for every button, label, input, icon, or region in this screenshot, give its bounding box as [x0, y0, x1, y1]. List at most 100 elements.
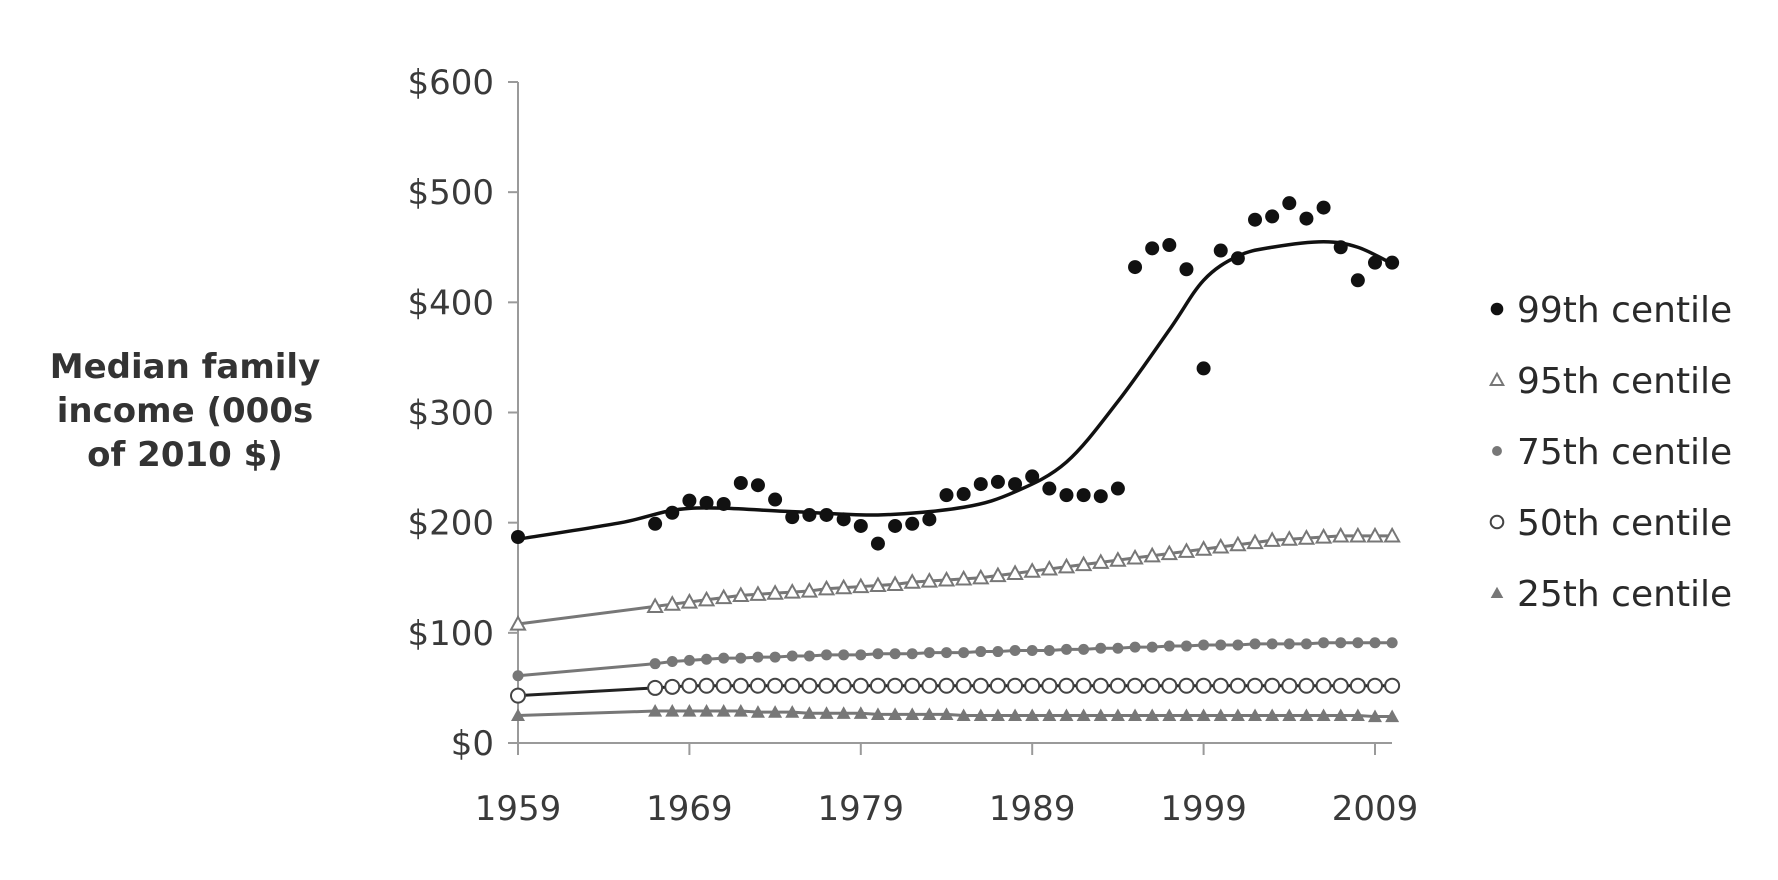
- 75th-centile-point: [923, 647, 935, 659]
- 99th-centile-point: [511, 529, 525, 544]
- 75th-centile-point: [1146, 641, 1158, 653]
- 75th-centile-point: [512, 670, 524, 682]
- 75th-centile-point: [1300, 638, 1312, 650]
- 99th-centile-trend-line: [517, 239, 1393, 541]
- 25th-centile-point: [1213, 708, 1228, 722]
- 25th-centile-point: [836, 706, 851, 719]
- 75th-centile-point: [992, 646, 1004, 658]
- 50th-centile-point: [1298, 677, 1315, 694]
- 99th-centile-point: [785, 510, 800, 525]
- legend-marker-25th-centile: [1490, 586, 1504, 599]
- 99th-centile-point: [1162, 238, 1177, 253]
- y-tick-label: $200: [407, 504, 494, 544]
- 25th-centile-point: [1128, 708, 1143, 722]
- 75th-centile-point: [1283, 638, 1295, 650]
- 95th-centile-point: [1023, 562, 1041, 578]
- 95th-centile-point: [714, 588, 733, 605]
- 25th-centile-point: [1162, 708, 1177, 722]
- 95th-centile-point: [663, 595, 681, 611]
- 99th-centile-point: [1316, 200, 1331, 215]
- y-tick-label: $500: [407, 173, 494, 213]
- 95th-centile-point: [869, 576, 887, 593]
- 75th-centile-point: [1043, 644, 1055, 656]
- x-tick-label: 2009: [1332, 789, 1419, 829]
- 99th-centile-point: [973, 477, 988, 492]
- 75th-centile-point: [1369, 637, 1381, 649]
- 50th-centile-point: [749, 677, 766, 694]
- 95th-centile-point: [1194, 540, 1213, 556]
- 99th-centile-point: [699, 495, 714, 510]
- 50th-centile-point: [1195, 677, 1212, 694]
- 75th-centile-point: [1180, 640, 1192, 652]
- 95th-centile-point: [1366, 526, 1384, 543]
- 95th-centile-point: [1383, 526, 1401, 543]
- 95th-centile-point: [1109, 551, 1127, 567]
- 25th-centile-point: [1230, 708, 1245, 722]
- 25th-centile-point: [1316, 708, 1331, 722]
- 99th-centile-point: [853, 518, 868, 533]
- 25th-centile-point: [802, 706, 817, 719]
- 99th-centile-point: [1076, 488, 1091, 503]
- 99th-centile-point: [939, 488, 954, 503]
- 50th-centile-point: [1041, 677, 1058, 694]
- legend-marker-50th-centile: [1489, 514, 1505, 530]
- 99th-centile-point: [1042, 481, 1057, 496]
- data-markers: [509, 196, 1401, 723]
- 75th-centile-point: [855, 649, 867, 661]
- 99th-centile-point: [1196, 361, 1211, 376]
- y-axis-label-line-2: income (000s: [57, 391, 313, 431]
- 75th-centile-point: [889, 648, 901, 660]
- 75th-centile-point: [821, 649, 833, 661]
- legend-marker-75th-centile: [1492, 446, 1502, 456]
- 99th-centile-point: [1385, 255, 1400, 270]
- 75th-centile-point: [1386, 637, 1398, 649]
- 75th-centile-point: [666, 655, 678, 667]
- 50th-centile-point: [989, 677, 1006, 694]
- legend: 99th centile 95th centile 75th centile 50th…: [1489, 290, 1732, 615]
- 75th-centile-point: [941, 647, 952, 659]
- 50th-centile-point: [904, 677, 921, 694]
- 25th-centile-point: [1076, 708, 1091, 722]
- 99th-centile-point: [1333, 240, 1348, 255]
- 50th-centile-point: [938, 677, 955, 694]
- 75th-centile-point: [1335, 637, 1347, 649]
- 99th-centile-point: [682, 493, 697, 508]
- 75th-centile-point: [1112, 642, 1124, 654]
- legend-label-25th-centile: 25th centile: [1517, 574, 1732, 615]
- 95th-centile-point: [646, 597, 664, 613]
- 75th-centile-point: [975, 646, 987, 658]
- 25th-centile-point: [785, 705, 800, 718]
- 25th-centile-point: [1145, 708, 1160, 722]
- 99th-centile-point: [870, 536, 885, 551]
- 99th-centile-point: [1025, 469, 1040, 484]
- 50th-centile-point: [664, 678, 681, 695]
- 75th-centile-point: [1095, 642, 1107, 654]
- 50th-centile-point: [1109, 677, 1126, 694]
- 25th-centile-point: [1282, 708, 1297, 722]
- 50th-centile-point: [835, 677, 852, 694]
- 50th-centile-point: [681, 677, 698, 694]
- 50th-centile-point: [1075, 677, 1092, 694]
- 95th-centile-point: [1263, 531, 1281, 547]
- 25th-centile-point: [956, 708, 971, 722]
- 25th-centile-point: [1368, 709, 1382, 723]
- 75th-centile-point: [718, 652, 730, 664]
- 25th-centile-point: [665, 704, 680, 717]
- 75th-centile-point: [1129, 641, 1141, 653]
- 25th-centile-point: [1265, 708, 1280, 722]
- 25th-centile-point: [888, 707, 903, 720]
- 99th-centile-point: [733, 476, 748, 491]
- 95th-centile-point: [1297, 529, 1316, 545]
- 25th-centile-point: [1333, 708, 1348, 722]
- 99th-centile-point: [956, 487, 971, 502]
- axes: $0 $100 $200 $300 $400 $500 $600 1959 1969 1979 19…: [407, 63, 1418, 829]
- 25th-centile-point: [1008, 708, 1023, 722]
- 95th-centile-point: [1074, 555, 1093, 572]
- 95th-centile-point: [1212, 537, 1230, 554]
- 75th-centile-point: [1266, 638, 1278, 650]
- 75th-centile-point: [769, 651, 781, 663]
- 25th-centile-point: [511, 708, 525, 722]
- 50th-centile-point: [715, 677, 732, 694]
- 99th-centile-point: [1350, 273, 1365, 288]
- 50th-centile-point: [1384, 677, 1401, 694]
